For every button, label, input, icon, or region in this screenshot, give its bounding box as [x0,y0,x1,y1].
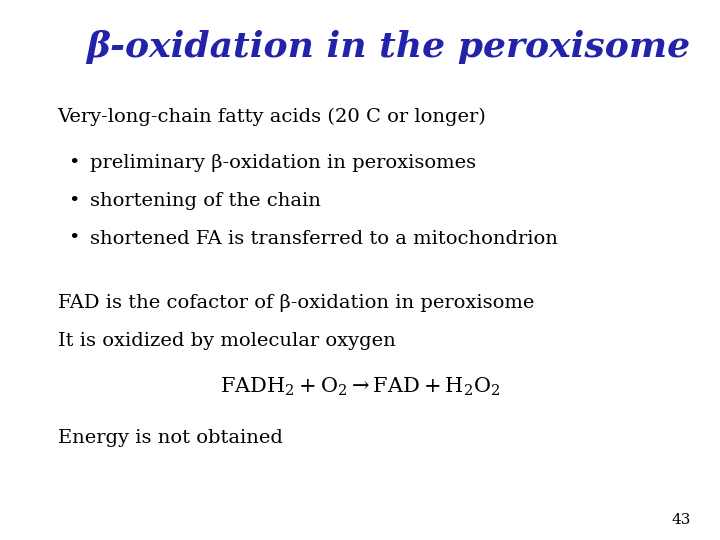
Text: 43: 43 [672,512,691,526]
Text: β-oxidation in the peroxisome: β-oxidation in the peroxisome [86,30,690,64]
Text: It is oxidized by molecular oxygen: It is oxidized by molecular oxygen [58,332,395,350]
Text: FAD is the cofactor of β-oxidation in peroxisome: FAD is the cofactor of β-oxidation in pe… [58,294,534,312]
Text: preliminary β-oxidation in peroxisomes: preliminary β-oxidation in peroxisomes [90,154,476,172]
Text: Very-long-chain fatty acids (20 C or longer): Very-long-chain fatty acids (20 C or lon… [58,108,486,126]
Text: Energy is not obtained: Energy is not obtained [58,429,282,447]
Text: shortening of the chain: shortening of the chain [90,192,321,210]
Text: •: • [68,192,80,210]
Text: •: • [68,230,80,247]
Text: $\mathregular{FADH_2 + O_2 \rightarrow FAD + H_2O_2}$: $\mathregular{FADH_2 + O_2 \rightarrow F… [220,375,500,397]
Text: •: • [68,154,80,172]
Text: shortened FA is transferred to a mitochondrion: shortened FA is transferred to a mitocho… [90,230,558,247]
